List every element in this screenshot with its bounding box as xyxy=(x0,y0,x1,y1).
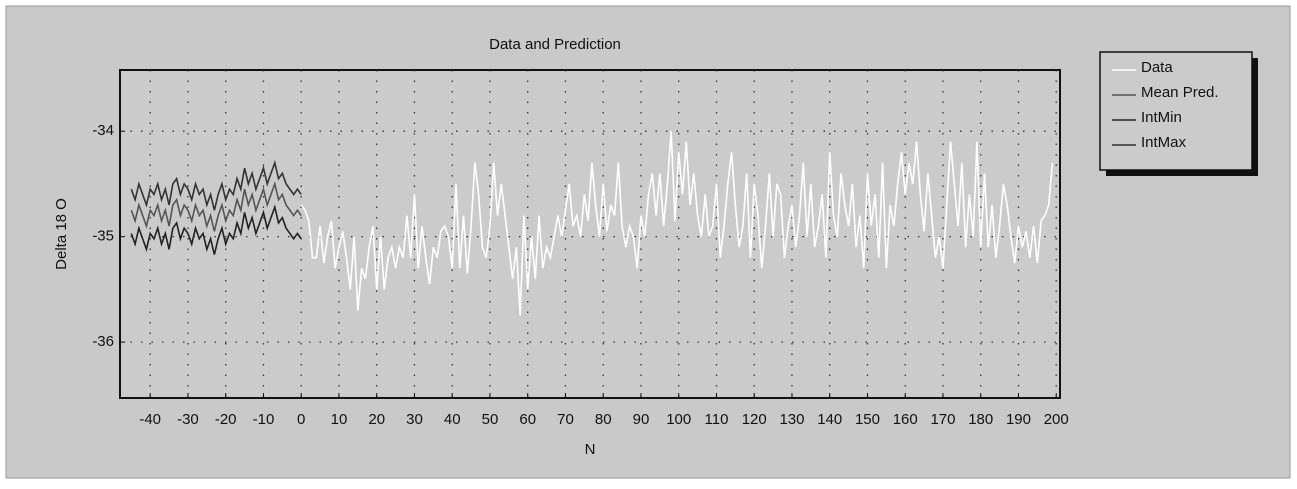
x-tick-label: 30 xyxy=(406,411,423,428)
x-tick-label: 130 xyxy=(779,411,804,428)
legend-label: Mean Pred. xyxy=(1141,84,1219,101)
x-tick-label: 110 xyxy=(705,411,729,428)
y-tick-label: -35 xyxy=(92,228,114,245)
x-tick-label: 80 xyxy=(595,411,612,428)
x-tick-label: 180 xyxy=(968,411,993,428)
x-tick-label: 170 xyxy=(930,411,955,428)
x-tick-label: 60 xyxy=(519,411,536,428)
legend-label: IntMin xyxy=(1141,109,1182,126)
x-tick-label: 120 xyxy=(742,411,767,428)
x-tick-label: 200 xyxy=(1044,411,1069,428)
x-tick-label: 150 xyxy=(855,411,880,428)
legend-label: Data xyxy=(1141,59,1173,76)
data-line xyxy=(300,131,1054,316)
x-tick-label: -40 xyxy=(139,411,161,428)
plot-area xyxy=(119,69,1061,399)
x-tick-label: -30 xyxy=(177,411,199,428)
x-axis-label: N xyxy=(585,441,596,458)
y-tick-label: -36 xyxy=(92,333,114,350)
data-line xyxy=(130,181,302,232)
data-line xyxy=(130,160,302,211)
x-tick-label: 70 xyxy=(557,411,574,428)
x-tick-label: 100 xyxy=(666,411,691,428)
x-tick-label: 50 xyxy=(482,411,499,428)
x-tick-label: 160 xyxy=(893,411,918,428)
x-tick-label: -20 xyxy=(215,411,237,428)
legend-label: IntMax xyxy=(1141,134,1187,151)
x-tick-label: 40 xyxy=(444,411,461,428)
x-tick-label: 190 xyxy=(1006,411,1031,428)
y-tick-label: -34 xyxy=(92,122,114,139)
x-tick-label: 140 xyxy=(817,411,842,428)
x-tick-label: 90 xyxy=(633,411,650,428)
y-axis-label: Delta 18 O xyxy=(53,198,70,270)
x-tick-label: 10 xyxy=(331,411,348,428)
x-tick-label: -10 xyxy=(253,411,275,428)
x-tick-label: 0 xyxy=(297,411,305,428)
legend xyxy=(1099,51,1253,171)
chart-title: Data and Prediction xyxy=(489,36,621,53)
x-tick-label: 20 xyxy=(368,411,385,428)
data-line xyxy=(130,204,302,255)
